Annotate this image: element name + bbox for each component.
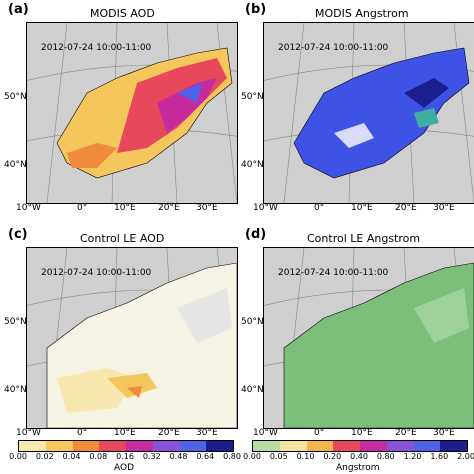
lon-label: 0° [314,203,325,213]
colorbar-segment [333,440,360,452]
panel-b: (b) MODIS Angstrom 2012-07-24 10:00-11:0… [237,0,474,215]
lon-label: 20°E [395,428,417,438]
colorbar-tick-label: 0.10 [296,452,315,461]
lon-label: 20°E [158,428,180,438]
lon-label: 10°E [351,428,373,438]
panel-label: (b) [245,2,267,17]
lon-label: 30°E [196,203,218,213]
lon-label: 10°E [114,428,136,438]
colorbar-segment [279,440,307,452]
map-graphic [27,248,237,428]
panel-title: MODIS Angstrom [315,7,409,20]
panel-label: (d) [245,227,267,242]
lon-label: 0° [77,203,88,213]
colorbar-angstrom-ticks: 0.00 0.05 0.10 0.20 0.40 0.80 1.20 1.60 2.00 [243,452,474,464]
lon-label: 20°E [158,203,180,213]
panel-label: (a) [8,2,29,17]
panel-a: (a) MODIS AOD 2012-07-24 10:00-11:00 50°… [0,0,238,215]
colorbar-segment [306,440,334,452]
time-stamp: 2012-07-24 10:00-11:00 [278,268,389,278]
colorbar-segment [386,440,414,452]
colorbar-angstrom [252,440,468,452]
colorbar-tick-label: 0.00 [9,452,27,461]
colorbar-tick-label: 0.08 [89,452,108,461]
colorbar-aod-ticks: 0.00 0.02 0.04 0.08 0.16 0.32 0.48 0.64 0.80 [9,452,241,464]
colorbar-tick-label: 0.32 [142,452,161,461]
map-modis-aod: 2012-07-24 10:00-11:00 [26,22,238,204]
colorbar-tick-label: 0.80 [376,452,395,461]
colorbar-segment [19,440,46,452]
lon-label: 10°W [16,428,41,438]
map-control-le-aod: 2012-07-24 10:00-11:00 [26,247,238,429]
lat-label-50: 50°N [4,317,27,327]
lat-label-40: 40°N [4,385,27,395]
panel-title: Control LE AOD [80,232,165,245]
colorbar-tick-label: 0.80 [223,452,241,461]
colorbar-segment [206,440,233,452]
colorbar-tick-label: 1.20 [403,452,422,461]
time-stamp: 2012-07-24 10:00-11:00 [278,43,389,53]
colorbar-segment [99,440,126,452]
colorbar-segment [126,440,153,452]
colorbar-segment [45,440,73,452]
colorbar-tick-label: 0.64 [196,452,215,461]
map-graphic [264,248,474,428]
colorbar-tick-label: 0.00 [243,452,261,461]
map-graphic [27,23,237,203]
colorbar-segment [72,440,100,452]
colorbar-tick-label: 1.60 [430,452,449,461]
colorbar-segment [179,440,207,452]
colorbar-segment [152,440,180,452]
colorbar-angstrom-title: Angstrom [336,463,380,473]
panel-c: (c) Control LE AOD 2012-07-24 10:00-11:0… [0,225,238,440]
time-stamp: 2012-07-24 10:00-11:00 [41,268,152,278]
lat-label-50: 50°N [241,92,264,102]
lon-label: 10°E [114,203,136,213]
panel-title: Control LE Angstrom [307,232,421,245]
colorbar-aod [18,440,234,452]
colorbar-segment [253,440,280,452]
panel-title: MODIS AOD [90,7,155,20]
colorbar-tick-label: 0.48 [169,452,188,461]
lon-label: 0° [314,428,325,438]
map-control-le-angstrom: 2012-07-24 10:00-11:00 [263,247,474,429]
lat-label-50: 50°N [241,317,264,327]
panel-label: (c) [8,227,28,242]
colorbar-tick-label: 0.05 [269,452,288,461]
lon-label: 10°W [253,428,278,438]
lon-label: 20°E [395,203,417,213]
colorbar-tick-label: 0.02 [35,452,54,461]
lon-label: 10°W [253,203,278,213]
map-graphic [264,23,474,203]
panel-d: (d) Control LE Angstrom 2012-07-24 10:00… [237,225,474,440]
lon-label: 30°E [433,203,455,213]
lat-label-40: 40°N [241,160,264,170]
colorbar-tick-label: 0.20 [323,452,342,461]
lon-label: 30°E [433,428,455,438]
time-stamp: 2012-07-24 10:00-11:00 [41,43,152,53]
map-modis-angstrom: 2012-07-24 10:00-11:00 [263,22,474,204]
lat-label-40: 40°N [241,385,264,395]
colorbar-tick-label: 0.40 [350,452,368,461]
colorbar-tick-label: 0.16 [116,452,134,461]
lon-label: 0° [77,428,88,438]
lon-label: 10°E [351,203,373,213]
colorbar-tick-label: 2.00 [457,452,474,461]
colorbar-tick-label: 0.04 [62,452,81,461]
lat-label-40: 40°N [4,160,27,170]
colorbar-segment [413,440,441,452]
lon-label: 10°W [16,203,41,213]
lat-label-50: 50°N [4,92,27,102]
colorbar-segment [360,440,387,452]
colorbar-aod-title: AOD [114,463,135,473]
colorbar-segment [440,440,467,452]
lon-label: 30°E [196,428,218,438]
